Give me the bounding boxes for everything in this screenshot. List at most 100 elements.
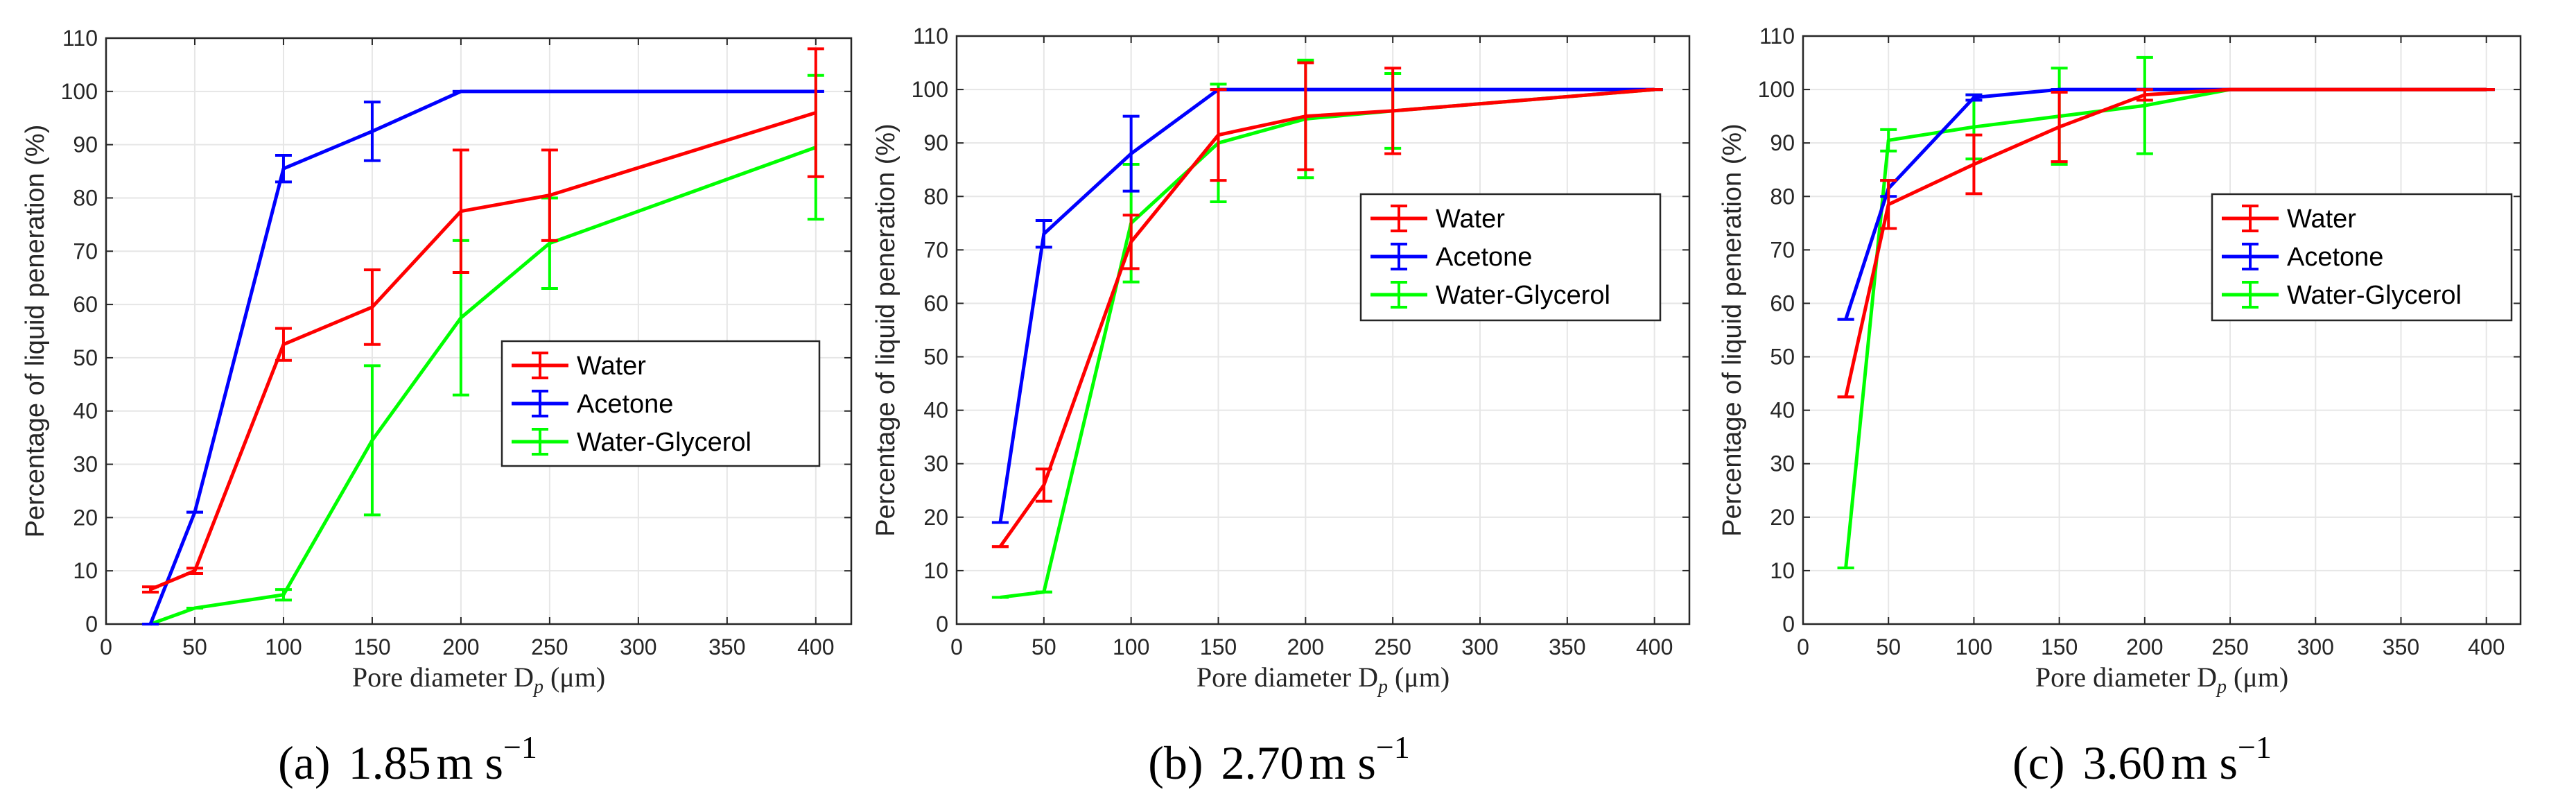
y-tick-label: 60 [73, 292, 98, 317]
x-axis-label-subscript: p [1377, 676, 1388, 698]
series-water [991, 61, 1663, 548]
x-tick-label: 300 [620, 634, 656, 659]
x-axis-label: Pore diameter Dp (μm) [1196, 662, 1450, 698]
x-axis-label: Pore diameter Dp (μm) [352, 662, 605, 698]
x-tick-label: 0 [1797, 634, 1809, 659]
y-tick-label: 30 [73, 452, 98, 477]
x-axis-label-main: Pore diameter D [352, 662, 534, 693]
x-tick-label: 150 [1200, 634, 1237, 659]
panel-caption: (a) 1.85 m s−1 [278, 729, 537, 789]
legend-label: Water-Glycerol [1436, 281, 1610, 310]
y-tick-label: 50 [1770, 345, 1795, 370]
legend: Water Acetone Water-Glycerol [501, 340, 821, 467]
caption-unit-exponent: −1 [503, 729, 537, 765]
x-tick-label: 150 [354, 634, 390, 659]
y-tick-label: 100 [912, 77, 948, 102]
x-tick-label: 400 [797, 634, 834, 659]
x-tick-label: 350 [1549, 634, 1585, 659]
y-tick-label: 0 [85, 612, 98, 637]
legend-label: Water [577, 352, 646, 381]
x-tick-label: 400 [1636, 634, 1673, 659]
caption-label: (b) [1148, 736, 1203, 789]
x-tick-label: 100 [1956, 634, 1992, 659]
legend-label: Acetone [2287, 243, 2383, 272]
x-tick-label: 50 [182, 634, 207, 659]
x-tick-label: 0 [100, 634, 112, 659]
legend: Water Acetone Water-Glycerol [2211, 193, 2513, 322]
y-tick-label: 60 [923, 291, 948, 316]
x-axis-label-unit: (μm) [1395, 662, 1450, 693]
x-tick-label: 50 [1876, 634, 1901, 659]
y-tick-label: 30 [1770, 451, 1795, 476]
x-axis-label-subscript: p [532, 676, 543, 698]
plot-area [957, 36, 1689, 624]
chart-panel-2: 0 50 100 150 200 250 300 350 400 0 10 20 30 40 50 60 70 8… [871, 24, 1691, 789]
legend-label: Acetone [577, 390, 673, 419]
caption-unit-exponent: −1 [1376, 729, 1410, 765]
y-tick-label: 10 [73, 558, 98, 583]
y-tick-label: 90 [1770, 130, 1795, 155]
legend-label: Water [1436, 205, 1505, 234]
caption-speed: 1.85 [349, 736, 431, 789]
y-tick-label: 60 [1770, 291, 1795, 316]
caption-speed: 3.60 [2083, 736, 2166, 789]
y-axis-label: Percentage of liquid peneration (%) [871, 123, 900, 537]
x-tick-label: 200 [1287, 634, 1324, 659]
y-tick-label: 70 [73, 239, 98, 264]
x-axis-label-unit: (μm) [550, 662, 605, 693]
y-tick-label: 0 [936, 612, 948, 637]
y-tick-label: 40 [73, 399, 98, 424]
y-tick-label: 10 [1770, 558, 1795, 583]
y-tick-label: 20 [1770, 505, 1795, 530]
x-tick-label: 350 [2383, 634, 2419, 659]
y-tick-label: 100 [61, 79, 98, 104]
y-tick-label: 110 [1759, 24, 1795, 49]
legend: Water Acetone Water-Glycerol [1359, 193, 1662, 322]
legend-label: Water-Glycerol [2287, 281, 2462, 310]
y-tick-label: 70 [923, 237, 948, 262]
caption-unit: m s [1309, 736, 1375, 789]
x-tick-label: 50 [1032, 634, 1056, 659]
x-axis-label-subscript: p [2216, 676, 2227, 698]
y-tick-label: 90 [73, 132, 98, 157]
axes-box [105, 37, 853, 625]
plot-area [1803, 36, 2521, 624]
plot-area [106, 38, 851, 624]
y-axis-label: Percentage of liquid peneration (%) [1718, 123, 1747, 537]
caption-unit: m s [2171, 736, 2238, 789]
y-tick-label: 70 [1770, 237, 1795, 262]
series-acetone [141, 89, 824, 625]
y-tick-label: 10 [923, 558, 948, 583]
chart-panel-3: 0 50 100 150 200 250 300 350 400 0 10 20 30 40 50 60 70 8… [1718, 24, 2522, 789]
panel-caption: (b) 2.70 m s−1 [1148, 729, 1410, 789]
caption-speed: 2.70 [1221, 736, 1303, 789]
x-tick-label: 0 [950, 634, 963, 659]
y-tick-label: 100 [1758, 77, 1795, 102]
y-tick-label: 80 [73, 185, 98, 210]
legend-label: Water [2287, 205, 2356, 234]
x-tick-label: 250 [1374, 634, 1411, 659]
x-axis-label-main: Pore diameter D [2035, 662, 2217, 693]
y-tick-label: 50 [73, 345, 98, 370]
y-tick-label: 50 [923, 345, 948, 370]
y-tick-label: 110 [62, 26, 98, 51]
panel-caption: (c) 3.60 m s−1 [2012, 729, 2272, 789]
caption-label: (c) [2012, 736, 2064, 789]
legend-label: Water-Glycerol [577, 428, 751, 457]
x-tick-label: 300 [1461, 634, 1498, 659]
y-tick-label: 80 [923, 184, 948, 209]
x-tick-label: 100 [265, 634, 302, 659]
x-axis-label-unit: (μm) [2234, 662, 2288, 693]
y-tick-label: 20 [923, 505, 948, 530]
x-axis-label-main: Pore diameter D [1196, 662, 1378, 693]
axes-box [1802, 35, 2522, 625]
y-tick-label: 40 [923, 398, 948, 423]
caption-unit: m s [437, 736, 503, 789]
x-tick-label: 200 [2126, 634, 2163, 659]
y-tick-label: 0 [1782, 612, 1795, 637]
x-tick-label: 300 [2297, 634, 2334, 659]
x-tick-label: 250 [2211, 634, 2248, 659]
y-axis-label: Percentage of liquid peneration (%) [21, 125, 50, 538]
y-tick-label: 20 [73, 505, 98, 530]
